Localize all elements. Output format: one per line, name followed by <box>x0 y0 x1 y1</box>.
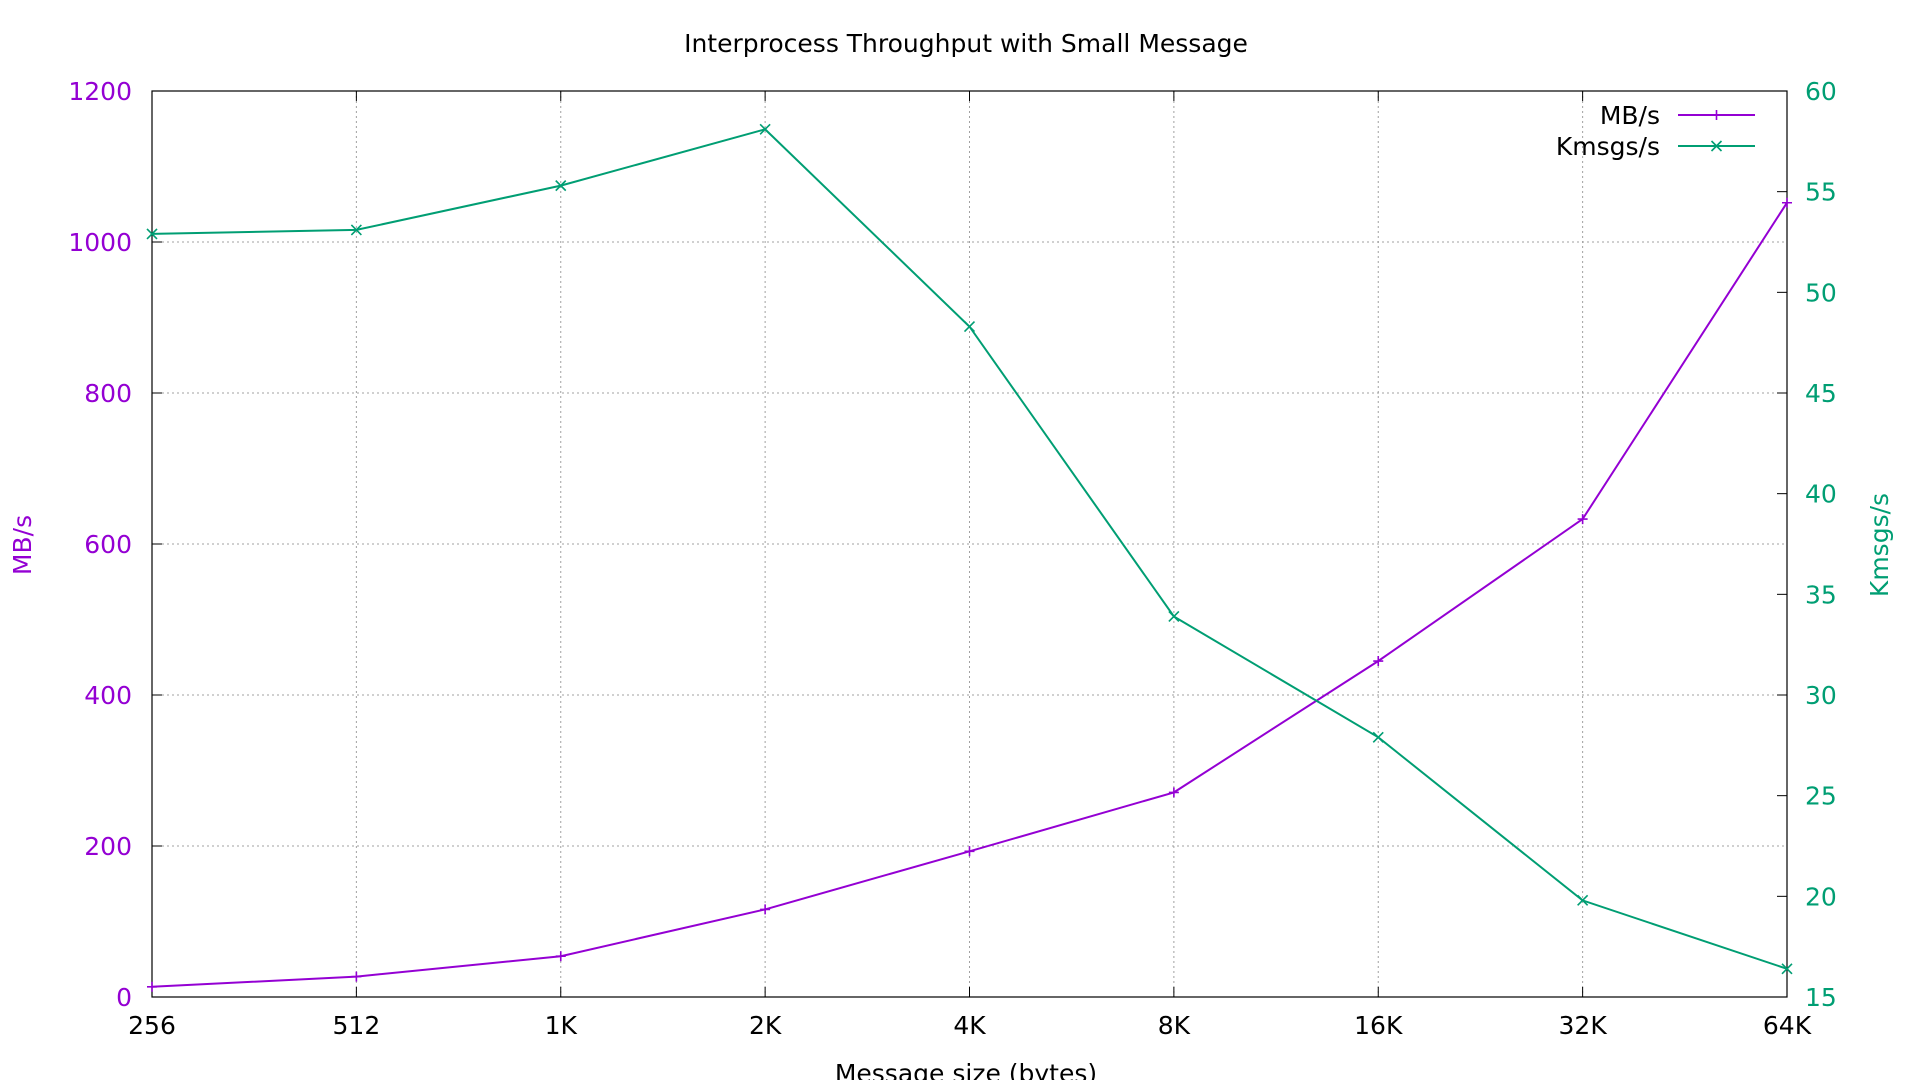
legend-marker-mbs <box>1711 110 1722 120</box>
y-tick-label: 400 <box>84 681 132 710</box>
y2-tick-label: 40 <box>1805 480 1837 509</box>
x-tick-label: 2K <box>749 1011 782 1040</box>
axis-ticks: 256 512 1K 2K 4K 8K 16K 32K 64K 0 200 400 600 800 1000… <box>68 77 1836 1040</box>
y-axis-label: MB/s <box>8 515 37 575</box>
data-point <box>1373 656 1384 667</box>
data-point <box>555 951 566 962</box>
data-point <box>1372 731 1384 743</box>
y2-axis-label: Kmsgs/s <box>1865 493 1894 597</box>
legend-point <box>1710 140 1723 152</box>
y2-tick-label: 25 <box>1805 782 1837 811</box>
y-tick-label: 0 <box>116 983 132 1012</box>
y2-tick-label: 20 <box>1805 882 1837 911</box>
x-tick-label: 32K <box>1559 1011 1608 1040</box>
y2-tick-label: 30 <box>1805 681 1837 710</box>
x-tick-label: 8K <box>1158 1011 1191 1040</box>
data-point <box>963 320 976 333</box>
chart-title: Interprocess Throughput with Small Messa… <box>684 29 1248 58</box>
y-tick-label: 600 <box>84 530 132 559</box>
x-tick-label: 16K <box>1354 1011 1403 1040</box>
y2-tick-label: 15 <box>1805 983 1837 1012</box>
data-point <box>351 971 362 982</box>
data-point <box>1782 197 1792 208</box>
grid-lines <box>152 91 1787 997</box>
data-point <box>147 981 157 992</box>
y2-tick-label: 45 <box>1805 379 1837 408</box>
series-mbs <box>147 197 1792 992</box>
data-point <box>759 123 771 135</box>
data-point <box>1168 787 1179 798</box>
y2-tick-label: 35 <box>1805 580 1837 609</box>
legend: MB/s Kmsgs/s <box>1556 101 1755 161</box>
x-tick-label: 256 <box>128 1011 176 1040</box>
y2-tick-label: 60 <box>1805 77 1837 106</box>
y-tick-label: 800 <box>84 379 132 408</box>
data-point <box>350 224 362 236</box>
data-point <box>760 904 771 915</box>
series-layer <box>146 123 1793 992</box>
x-tick-label: 64K <box>1763 1011 1812 1040</box>
legend-marker-kmsgs <box>1710 140 1723 152</box>
data-point <box>146 228 158 240</box>
y-tick-label: 200 <box>84 832 132 861</box>
x-tick-label: 4K <box>953 1011 986 1040</box>
data-point <box>1577 514 1588 525</box>
y-tick-label: 1000 <box>68 228 132 257</box>
x-tick-label: 1K <box>545 1011 578 1040</box>
data-point <box>964 846 975 857</box>
y2-tick-label: 50 <box>1805 278 1837 307</box>
x-axis-label: Message size (bytes) <box>835 1059 1097 1080</box>
data-point <box>1577 894 1589 906</box>
data-point <box>1168 610 1180 623</box>
series-line <box>151 202 1788 988</box>
y-tick-label: 1200 <box>68 77 132 106</box>
x-tick-label: 512 <box>333 1011 381 1040</box>
legend-point <box>1711 110 1722 120</box>
data-point <box>555 180 567 192</box>
series-kmsgs <box>146 123 1793 975</box>
y2-tick-label: 55 <box>1805 178 1837 207</box>
data-point <box>1781 963 1793 975</box>
legend-label-mbs: MB/s <box>1600 101 1660 130</box>
legend-label-kmsgs: Kmsgs/s <box>1556 132 1660 161</box>
